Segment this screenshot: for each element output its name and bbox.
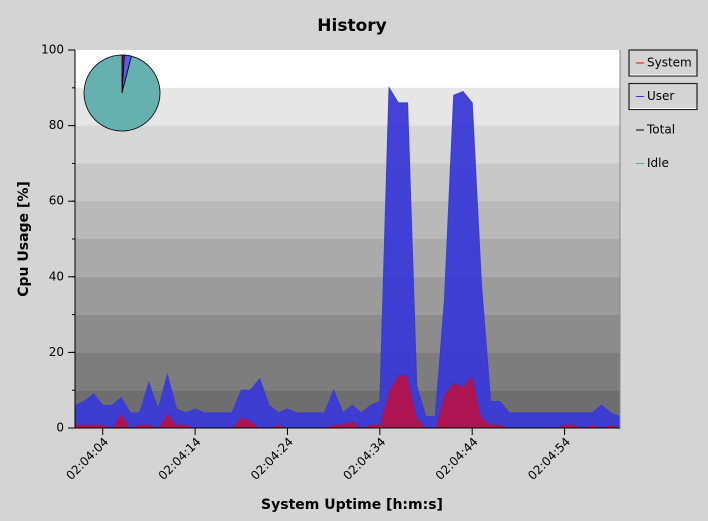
chart-title: History <box>317 16 386 36</box>
background-band <box>75 239 620 277</box>
background-band <box>75 50 620 88</box>
pie-slice <box>83 54 161 132</box>
y-tick-label: 100 <box>41 43 64 57</box>
background-band <box>75 163 620 202</box>
background-band <box>75 314 620 353</box>
y-tick-label: 20 <box>49 345 64 359</box>
legend-item[interactable]: User <box>628 82 698 111</box>
y-tick-label: 60 <box>49 194 64 208</box>
legend-label: System <box>647 56 692 70</box>
legend-item[interactable]: Total <box>636 123 675 137</box>
background-band <box>75 276 620 315</box>
background-band <box>75 201 620 239</box>
y-tick-label: 80 <box>49 118 64 132</box>
legend-label: User <box>647 89 674 103</box>
background-band <box>75 87 620 126</box>
background-band <box>75 352 620 391</box>
legend-label: Total <box>646 123 675 137</box>
y-tick-label: 0 <box>56 421 64 435</box>
legend-label: Idle <box>647 156 669 170</box>
background-band <box>75 125 620 164</box>
y-axis-label: Cpu Usage [%] <box>16 181 32 297</box>
legend-item[interactable]: Idle <box>636 156 669 170</box>
x-axis-label: System Uptime [h:m:s] <box>261 497 443 513</box>
legend-item[interactable]: System <box>628 49 698 77</box>
y-tick-label: 40 <box>49 269 64 283</box>
